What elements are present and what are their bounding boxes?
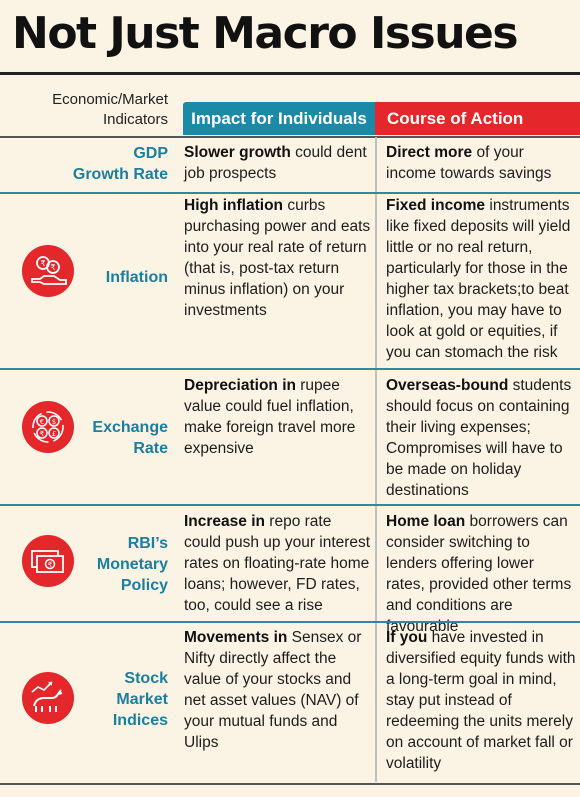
row-inflation: ₹ ₹ Inflation High inflation curbs purch…	[0, 193, 580, 368]
header-impact: Impact for Individuals	[183, 102, 375, 135]
bull-chart-icon	[22, 672, 74, 724]
row-stock-market: Stock Market Indices Movements in Sensex…	[0, 622, 580, 782]
impact-text: Increase in repo rate could push up your…	[184, 513, 371, 614]
svg-text:₹: ₹	[50, 263, 55, 272]
action-text: Fixed income instruments like fixed depo…	[386, 197, 571, 361]
impact-text: Movements in Sensex or Nifty directly af…	[184, 629, 362, 751]
svg-text:€: €	[40, 418, 44, 426]
svg-text:£: £	[52, 430, 56, 438]
svg-text:₹: ₹	[48, 561, 53, 569]
rupee-banknote-icon: ₹	[22, 535, 74, 587]
impact-text: High inflation curbs purchasing power an…	[184, 197, 371, 319]
header-rule	[0, 136, 580, 138]
column-divider	[375, 137, 377, 782]
indicator-label: Exchange Rate	[92, 419, 168, 457]
title-rule	[0, 72, 580, 75]
row-separator	[0, 368, 580, 370]
svg-text:$: $	[52, 418, 56, 426]
rupee-coins-hand-icon: ₹ ₹	[22, 245, 74, 297]
action-text: If you have invested in diversified equi…	[386, 629, 576, 772]
row-separator	[0, 621, 580, 623]
page-title: Not Just Macro Issues	[12, 8, 519, 59]
svg-text:₹: ₹	[40, 259, 45, 268]
bottom-rule	[0, 783, 580, 785]
indicator-label: RBI’s Monetary Policy	[96, 535, 168, 594]
indicator-label: Stock Market Indices	[112, 670, 168, 729]
impact-text: Slower growth could dent job prospects	[184, 144, 367, 182]
header-indicator: Economic/Market Indicators	[52, 91, 168, 128]
row-rbi-policy: ₹ RBI’s Monetary Policy Increase in repo…	[0, 505, 580, 635]
row-separator	[0, 504, 580, 506]
indicator-label: GDP Growth Rate	[72, 145, 168, 183]
header-action: Course of Action	[375, 102, 580, 135]
row-separator	[0, 192, 580, 194]
action-text: Home loan borrowers can consider switchi…	[386, 513, 572, 635]
action-text: Direct more of your income towards savin…	[386, 144, 552, 182]
impact-text: Depreciation in rupee value could fuel i…	[184, 377, 356, 457]
action-text: Overseas-bound students should focus on …	[386, 377, 572, 499]
currency-exchange-icon: € $ ₹ £	[22, 401, 74, 453]
svg-text:₹: ₹	[40, 430, 45, 438]
row-exchange-rate: € $ ₹ £ Exchange Rate Depreciation in ru…	[0, 369, 580, 504]
row-gdp: GDP Growth Rate Slower growth could dent…	[0, 137, 580, 192]
indicator-label: Inflation	[105, 269, 168, 286]
